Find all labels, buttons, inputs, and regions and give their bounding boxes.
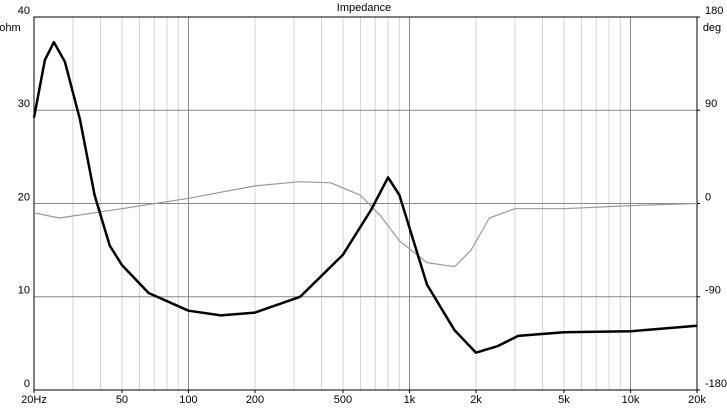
- x-tick-label: 1k: [404, 394, 416, 406]
- y2-tick-label: 90: [705, 98, 717, 110]
- y2-tick-label: 0: [705, 191, 711, 203]
- x-tick-label: 200: [246, 394, 264, 406]
- x-tick-label: 2k: [470, 394, 482, 406]
- y-tick-label: 10: [18, 285, 30, 297]
- series-line: [33, 181, 698, 268]
- y2-tick-label: -180: [705, 378, 727, 390]
- y-tick-label: 20: [18, 191, 30, 203]
- y-tick-label: 30: [18, 98, 30, 110]
- y-tick-label: 40: [18, 5, 30, 17]
- y-axis-label: ohm: [0, 22, 21, 34]
- x-tick-label: 50: [116, 394, 128, 406]
- y2-tick-label: 180: [705, 5, 723, 17]
- x-tick-label: 5k: [558, 394, 570, 406]
- x-tick-label: 20Hz: [21, 394, 47, 406]
- chart-title: Impedance: [337, 2, 391, 14]
- y-tick-label: 0: [24, 378, 30, 390]
- y2-tick-label: -90: [705, 285, 721, 297]
- y2-axis-label: deg: [703, 22, 721, 34]
- x-tick-label: 500: [334, 394, 352, 406]
- series-line: [32, 40, 698, 354]
- x-tick-label: 100: [179, 394, 197, 406]
- x-tick-label: 10k: [622, 394, 640, 406]
- x-tick-label: 20k: [688, 394, 706, 406]
